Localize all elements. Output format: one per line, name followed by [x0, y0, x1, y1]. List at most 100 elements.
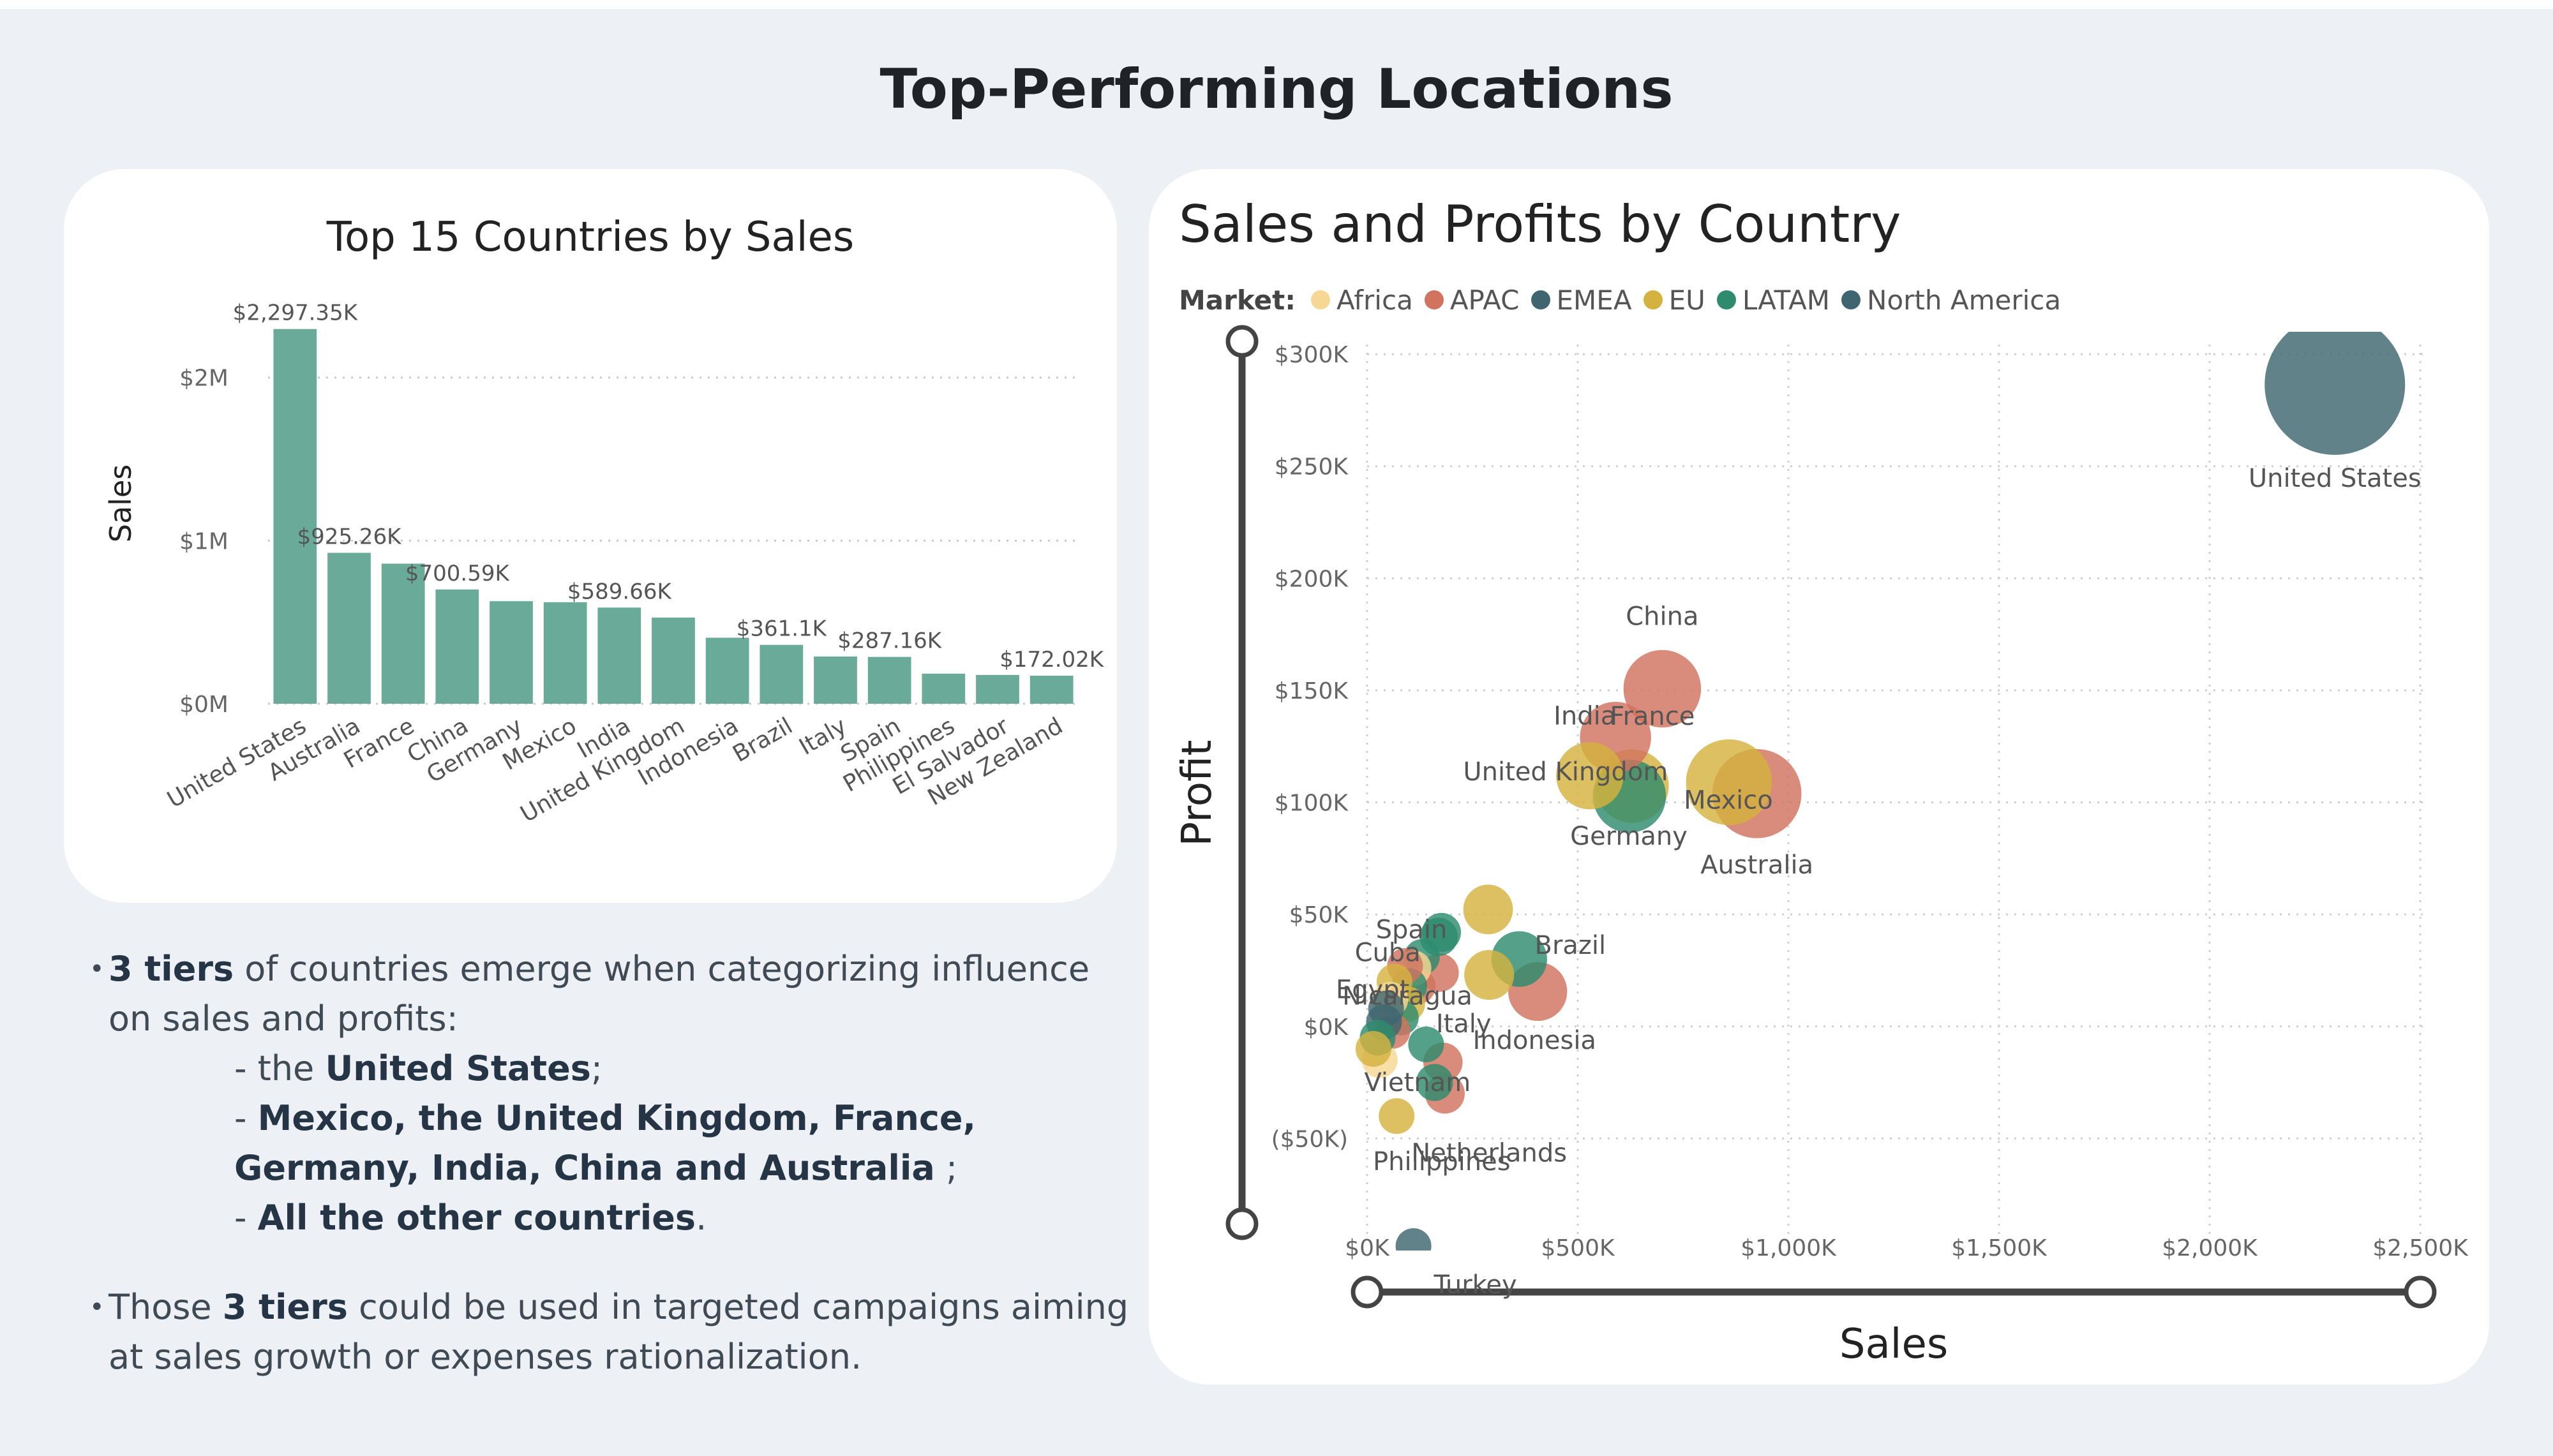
tier-3-prefix: - — [234, 1198, 258, 1238]
tier-2-line: - Mexico, the United Kingdom, France, Ge… — [234, 1094, 1141, 1193]
scatter-bubble — [1355, 1030, 1391, 1067]
legend-item-label: North America — [1867, 284, 2062, 316]
tiers-bold-1: 3 tiers — [109, 949, 234, 989]
scatter-point-label: Cuba — [1355, 938, 1421, 967]
tier-1-line: - the United States; — [234, 1044, 1141, 1094]
note-1-text: of countries emerge when categorizing in… — [109, 949, 1090, 1039]
legend-item-label: LATAM — [1742, 284, 1831, 316]
scatter-bubble — [1623, 650, 1702, 728]
tier-1-prefix: - the — [234, 1048, 326, 1088]
legend-items: Africa APAC EMEA EU LATAM North America — [1311, 285, 2072, 316]
bar-data-label: $287.16K — [837, 628, 943, 654]
bar — [760, 644, 804, 704]
tiers-bold-2: 3 tiers — [222, 1287, 348, 1327]
scatter-legend: Market: Africa APAC EMEA EU LATAM North Ameri… — [1179, 281, 2072, 319]
tier-1-suffix: ; — [590, 1048, 603, 1088]
y-zoom-slider-handle[interactable] — [1225, 325, 1259, 358]
legend-item[interactable]: EU — [1643, 285, 1705, 316]
note-2-prefix: Those — [109, 1287, 223, 1327]
scatter-x-tick-label: $2,500K — [2372, 1235, 2469, 1261]
bar-data-label: $700.59K — [405, 561, 511, 586]
bar — [327, 553, 371, 704]
scatter-bubble — [1686, 739, 1772, 826]
scatter-x-axis-title: Sales — [1839, 1321, 1948, 1368]
legend-dot — [1424, 290, 1444, 309]
note-paragraph-1: 3 tiers of countries emerge when categor… — [109, 944, 1130, 1044]
scatter-y-tick-label: $50K — [1289, 902, 1349, 928]
scatter-y-tick-label: $150K — [1275, 678, 1349, 704]
legend-item-label: Africa — [1336, 284, 1413, 316]
scatter-point-label: Germany — [1570, 822, 1688, 851]
scatter-bubble — [1408, 1026, 1444, 1062]
legend-item[interactable]: LATAM — [1716, 284, 1831, 316]
legend-dot — [1841, 290, 1861, 309]
bar-data-label: $172.02K — [999, 647, 1105, 672]
tier-1-name: United States — [325, 1048, 591, 1088]
scatter-bubble — [1463, 884, 1513, 935]
legend-item[interactable]: APAC — [1424, 284, 1520, 316]
scatter-y-tick-label: $100K — [1275, 791, 1349, 817]
bar-data-label: $2,297.35K — [233, 301, 359, 326]
bar-chart-title: Top 15 Countries by Sales — [326, 214, 855, 261]
bar — [814, 656, 857, 704]
bar — [381, 563, 425, 704]
tier-2-suffix: ; — [934, 1148, 958, 1188]
tier-2-prefix: - — [234, 1098, 258, 1138]
scatter-point-label: Philippines — [1373, 1147, 1511, 1177]
scatter-bubble — [1464, 949, 1515, 1000]
note-paragraph-2: Those 3 tiers could be used in targeted … — [109, 1282, 1130, 1382]
legend-label: Market: — [1179, 284, 1296, 316]
scatter-point-label: United Kingdom — [1463, 757, 1668, 787]
page-title: Top-Performing Locations — [880, 57, 1673, 121]
scatter-chart-card — [1149, 169, 2489, 1385]
note-2-text: could be used in targeted campaigns aimi… — [109, 1287, 1129, 1377]
bar-y-tick-label: $2M — [179, 366, 228, 392]
legend-item-label: EU — [1668, 284, 1705, 316]
scatter-point-label: Netherlands — [1411, 1138, 1567, 1168]
bar — [273, 329, 317, 704]
scatter-point-label: India — [1554, 702, 1616, 731]
y-zoom-slider-handle[interactable] — [1225, 1207, 1259, 1240]
bar-y-tick-label: $0M — [179, 692, 228, 718]
bar — [652, 617, 695, 704]
bar — [976, 674, 1019, 704]
legend-item-label: APAC — [1449, 284, 1520, 316]
legend-item-label: EMEA — [1556, 284, 1632, 316]
scatter-point-label: Turkey — [1434, 1270, 1517, 1300]
scatter-point-label: Australia — [1700, 851, 1813, 880]
tier-3-name: All the other countries — [257, 1198, 696, 1238]
scatter-y-tick-label: $250K — [1275, 454, 1349, 480]
scatter-point-label: Vietnam — [1364, 1068, 1471, 1097]
scatter-point-label: Brazil — [1535, 931, 1606, 960]
scatter-point-label: Spain — [1376, 915, 1448, 944]
legend-dot — [1716, 290, 1736, 309]
legend-item[interactable]: EMEA — [1531, 285, 1632, 316]
scatter-point-label: Mexico — [1684, 786, 1773, 815]
tier-2-names: Mexico, the United Kingdom, France, Germ… — [234, 1098, 977, 1188]
scatter-x-tick-label: $0K — [1345, 1235, 1390, 1261]
bar-chart-card — [64, 169, 1117, 903]
scatter-x-tick-label: $1,500K — [1951, 1235, 2048, 1261]
scatter-bubble — [1556, 742, 1624, 810]
scatter-plot-area — [1355, 332, 2406, 1251]
scatter-y-axis-title: Profit — [1174, 740, 1221, 847]
x-zoom-slider-handle[interactable] — [2404, 1275, 2437, 1309]
scatter-point-label: Indonesia — [1473, 1026, 1596, 1055]
scatter-y-tick-label: $300K — [1275, 342, 1349, 368]
scatter-y-tick-label: $0K — [1304, 1014, 1349, 1041]
x-zoom-slider-handle[interactable] — [1351, 1275, 1384, 1309]
legend-item[interactable]: North America — [1841, 285, 2061, 316]
legend-dot — [1643, 290, 1663, 309]
scatter-bubble — [2265, 332, 2406, 455]
legend-item[interactable]: Africa — [1311, 285, 1413, 316]
scatter-x-tick-label: $1,000K — [1741, 1235, 1837, 1261]
bar-data-label: $925.26K — [297, 524, 403, 549]
scatter-y-tick-label: ($50K) — [1271, 1126, 1348, 1152]
bar — [543, 602, 587, 704]
bar-data-label: $589.66K — [567, 579, 673, 604]
bullet-2: • — [89, 1293, 105, 1322]
tier-3-line: - All the other countries. — [234, 1193, 1141, 1243]
scatter-bubble — [1379, 1098, 1415, 1134]
